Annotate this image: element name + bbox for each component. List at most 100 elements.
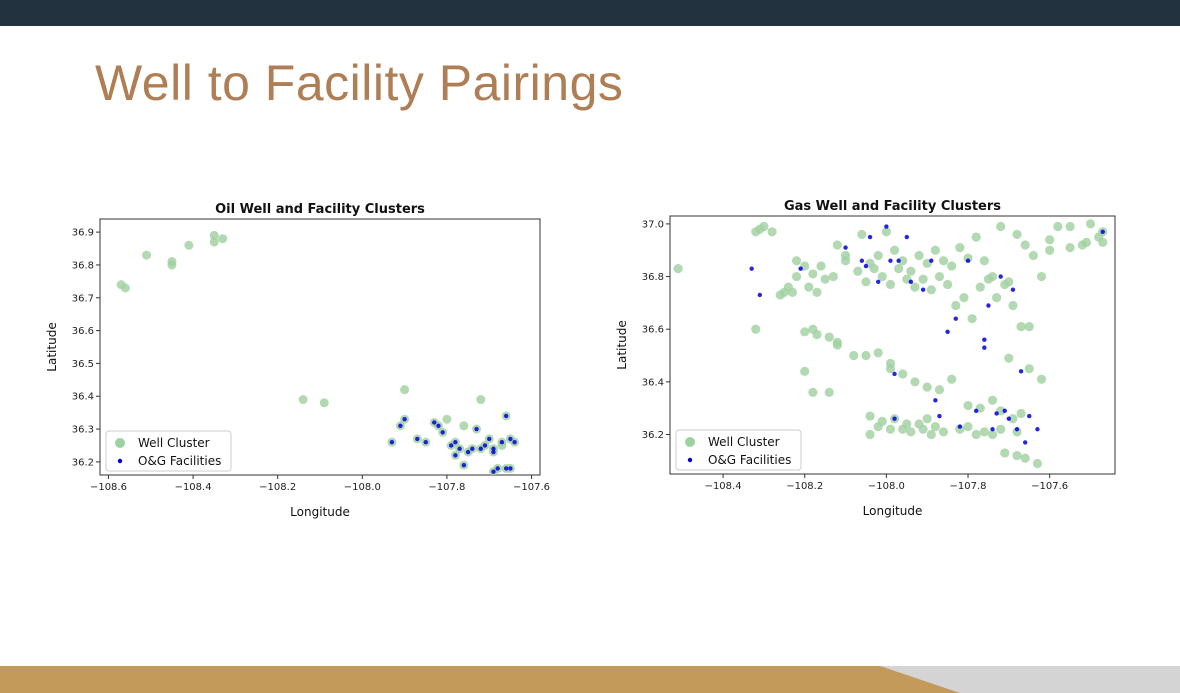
well-cluster-point <box>1065 221 1075 232</box>
well-cluster-point <box>996 424 1006 434</box>
well-cluster-point <box>861 277 871 287</box>
facility-point <box>929 258 934 263</box>
legend-box <box>105 430 232 472</box>
well-cluster-point <box>877 271 887 282</box>
well-cluster-point <box>1036 374 1047 384</box>
x-tick-label: −107.6 <box>1031 481 1068 492</box>
well-cluster-point <box>1004 353 1014 363</box>
well-cluster-point <box>1012 229 1022 240</box>
legend-box <box>675 429 802 471</box>
facility-point <box>499 439 505 445</box>
well-cluster-point <box>971 429 981 440</box>
facility-point <box>508 436 513 442</box>
well-cluster-point <box>898 369 908 379</box>
facility-point <box>990 427 995 432</box>
facility-point <box>798 266 803 271</box>
well-cluster-point <box>910 377 920 387</box>
facility-point <box>1018 369 1024 374</box>
well-cluster-point <box>459 421 469 431</box>
well-cluster-point <box>910 282 920 292</box>
well-cluster-point <box>1045 245 1055 255</box>
well-cluster-point <box>926 285 936 295</box>
y-tick-label: 36.6 <box>642 325 664 336</box>
well-cluster-point <box>898 256 908 266</box>
well-cluster-point <box>209 237 219 247</box>
well-cluster-point <box>828 271 838 282</box>
well-cluster-point <box>824 332 834 342</box>
well-cluster-point <box>791 256 802 266</box>
well-cluster-point <box>934 385 945 395</box>
facility-point <box>933 398 938 403</box>
facility-point <box>432 420 437 425</box>
well-cluster-point <box>959 293 969 303</box>
well-cluster-point <box>918 424 928 434</box>
x-tick-label: −108.6 <box>90 482 127 493</box>
well-cluster-point <box>894 264 904 274</box>
well-cluster-point <box>930 245 940 255</box>
well-cluster-point <box>1016 321 1026 332</box>
facility-point <box>757 292 763 298</box>
well-cluster-point <box>1098 237 1108 247</box>
facility-point <box>440 430 445 435</box>
well-cluster-point <box>996 221 1006 232</box>
well-cluster-point <box>832 340 842 350</box>
chart-title: Oil Well and Facility Clusters <box>215 202 425 217</box>
well-cluster-point <box>983 274 994 284</box>
facility-point <box>957 424 963 429</box>
x-tick-label: −108.4 <box>705 481 742 492</box>
legend-well-marker <box>685 437 695 447</box>
facility-point <box>1006 416 1012 421</box>
facility-point <box>945 329 950 335</box>
facility-point <box>512 439 517 445</box>
facility-point <box>1002 408 1007 414</box>
facility-point <box>892 371 897 377</box>
facility-point <box>470 446 475 451</box>
well-cluster-point <box>865 411 875 421</box>
well-cluster-point <box>1012 427 1022 437</box>
well-cluster-point <box>1081 237 1092 247</box>
well-cluster-point <box>775 290 785 300</box>
well-cluster-point <box>1032 458 1043 469</box>
well-cluster-point <box>971 232 981 242</box>
well-cluster-point <box>987 395 998 405</box>
facility-point <box>398 423 403 428</box>
well-cluster-point <box>1000 448 1010 458</box>
facility-point <box>478 446 483 451</box>
facility-point <box>920 287 926 292</box>
well-cluster-point <box>869 264 879 274</box>
y-tick-label: 36.2 <box>642 430 664 441</box>
well-cluster-point <box>853 266 863 276</box>
x-tick-label: −108.0 <box>344 482 381 493</box>
facility-point <box>474 426 479 432</box>
well-cluster-point <box>951 300 961 311</box>
well-cluster-point <box>476 395 486 405</box>
gas-well-chart: Gas Well and Facility Clusters −108.4 −108… <box>615 199 1116 518</box>
well-cluster-point <box>885 279 896 290</box>
facility-point <box>896 258 901 263</box>
well-cluster-point <box>497 440 507 450</box>
well-cluster-point <box>889 245 900 255</box>
well-cluster-point <box>1053 221 1063 232</box>
well-cluster-point <box>1016 408 1026 419</box>
well-cluster-point <box>992 293 1002 303</box>
legend-facility-marker <box>687 457 693 463</box>
y-tick-label: 36.6 <box>72 326 94 337</box>
x-tick-label: −107.8 <box>428 482 465 493</box>
facility-point <box>986 303 991 308</box>
x-axis-label: Longitude <box>290 505 350 519</box>
well-cluster-point <box>849 350 859 361</box>
x-tick-label: −108.2 <box>259 482 296 493</box>
well-cluster-point <box>832 240 842 250</box>
well-cluster-point <box>800 366 810 376</box>
facility-point <box>503 413 509 419</box>
facility-point <box>1027 413 1032 419</box>
well-cluster-point <box>938 427 949 437</box>
well-cluster-point <box>885 424 896 434</box>
well-cluster-point <box>955 242 965 253</box>
well-cluster-point <box>184 240 194 250</box>
well-cluster-point <box>820 274 830 284</box>
facility-point <box>965 258 971 263</box>
well-cluster-point <box>787 287 798 297</box>
facility-point <box>863 263 869 269</box>
y-tick-label: 36.8 <box>642 272 664 283</box>
